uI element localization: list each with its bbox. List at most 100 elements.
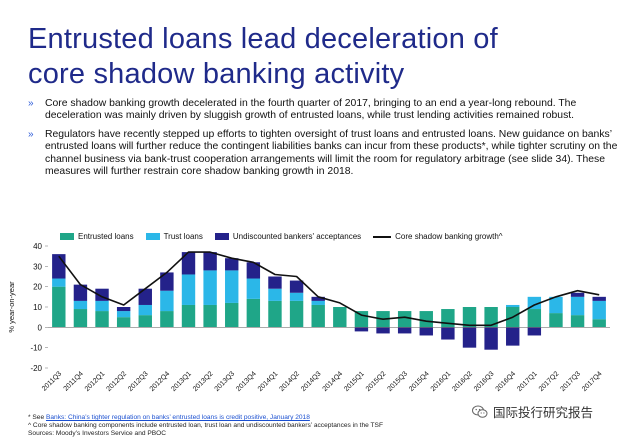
footnote-caret: ^ Core shadow banking components include…	[28, 422, 383, 429]
legend-entry-undiscounted: Undiscounted bankers' acceptances	[214, 232, 362, 241]
legend-entry-entrusted: Entrusted loans	[60, 232, 134, 241]
legend-swatch-trust	[145, 233, 160, 240]
bar-undiscounted-2011Q4	[73, 284, 88, 301]
bullet-item-2: » Regulators have recently stepped up ef…	[28, 129, 624, 179]
core-shadow-growth-line	[58, 251, 600, 327]
x-tick-label: 2015Q1	[343, 370, 366, 393]
watermark: 国际投行研究报告	[472, 402, 593, 421]
x-tick-label: 2012Q2	[105, 370, 128, 393]
bar-trust-2012Q2	[116, 311, 131, 318]
bar-undiscounted-2013Q3	[225, 258, 239, 271]
bar-entrusted-2015Q4	[419, 311, 433, 328]
legend-label-undiscounted: Undiscounted bankers' acceptances	[232, 232, 362, 241]
bar-entrusted-2016Q1	[441, 309, 455, 328]
bar-trust-2014Q3	[311, 300, 325, 305]
bullet-list: » Core shadow banking growth decelerated…	[28, 98, 624, 184]
bar-undiscounted-2015Q4	[419, 327, 433, 336]
bar-trust-2017Q4	[592, 300, 606, 320]
bar-entrusted-2014Q4	[333, 307, 347, 328]
bar-undiscounted-2013Q4	[246, 262, 261, 279]
x-tick-label: 2013Q4	[235, 370, 258, 393]
bullet-mark-icon: »	[28, 98, 34, 109]
bar-entrusted-2017Q3	[570, 315, 585, 328]
bar-trust-2013Q1	[181, 274, 196, 305]
x-tick-label: 2016Q3	[473, 370, 496, 393]
y-axis-label: % year-on-year	[7, 281, 16, 333]
legend-label-trust: Trust loans	[163, 232, 203, 241]
footnote-sources: Sources: Moody’s Investors Service and P…	[28, 430, 167, 437]
x-tick-label: 2014Q4	[322, 370, 345, 393]
x-tick-label: 2016Q1	[430, 370, 453, 393]
bar-entrusted-2013Q1	[181, 304, 196, 328]
x-tick-label: 2013Q2	[192, 370, 215, 393]
bar-undiscounted-2011Q3	[52, 254, 66, 279]
bar-undiscounted-2017Q1	[527, 327, 542, 336]
bar-entrusted-2013Q3	[225, 302, 239, 328]
bar-trust-2012Q4	[160, 290, 174, 312]
x-tick-label: 2011Q4	[63, 370, 85, 392]
bar-entrusted-2012Q3	[138, 315, 152, 328]
x-tick-label: 2015Q3	[386, 370, 409, 393]
watermark-text: 国际投行研究报告	[493, 406, 594, 420]
bullet-mark-icon: »	[28, 128, 34, 140]
bar-entrusted-2014Q2	[289, 300, 304, 328]
bar-trust-2016Q4	[506, 304, 520, 307]
y-tick-label: 40	[33, 242, 42, 251]
x-tick-label: 2011Q3	[41, 370, 63, 392]
bar-undiscounted-2016Q1	[441, 327, 455, 340]
bar-trust-2013Q3	[225, 270, 239, 303]
x-tick-label: 2017Q4	[581, 370, 604, 393]
bar-entrusted-2013Q4	[246, 298, 261, 328]
bar-undiscounted-2016Q2	[462, 327, 477, 348]
x-tick-label: 2013Q3	[214, 370, 237, 393]
bar-undiscounted-2013Q1	[181, 252, 196, 275]
bullet-text-2: Regulators have recently stepped up effo…	[45, 128, 618, 178]
footnote-star-prefix: * See	[28, 414, 46, 421]
bar-entrusted-2016Q2	[462, 307, 477, 328]
y-tick-label: 20	[33, 283, 42, 292]
bar-entrusted-2015Q3	[397, 311, 412, 328]
bar-undiscounted-2013Q2	[203, 252, 217, 271]
bar-undiscounted-2012Q2	[116, 307, 131, 312]
x-tick-label: 2012Q1	[84, 370, 107, 393]
footnote-star: * See Banks: China’s tighter regulation …	[28, 414, 310, 422]
x-tick-label: 2014Q1	[257, 370, 280, 393]
bar-entrusted-2017Q1	[527, 309, 542, 328]
x-tick-label: 2015Q2	[365, 370, 388, 393]
y-tick-label: -10	[30, 344, 42, 353]
bar-entrusted-2014Q3	[311, 304, 325, 328]
bullet-item-1: » Core shadow banking growth decelerated…	[28, 98, 624, 123]
bar-trust-2013Q2	[203, 270, 217, 305]
bar-entrusted-2017Q4	[592, 319, 606, 328]
bullet-text-1: Core shadow banking growth decelerated i…	[45, 98, 577, 122]
x-tick-label: 2014Q2	[278, 370, 301, 393]
slide-title: Entrusted loans lead deceleration of cor…	[28, 22, 628, 92]
x-tick-label: 2017Q2	[538, 370, 561, 393]
bar-entrusted-2011Q4	[73, 309, 88, 328]
x-tick-label: 2013Q1	[170, 370, 193, 393]
bar-trust-2014Q2	[289, 292, 304, 301]
bar-entrusted-2012Q4	[160, 311, 174, 328]
bar-undiscounted-2017Q3	[570, 292, 585, 297]
x-tick-label: 2017Q1	[516, 370, 539, 393]
bar-undiscounted-2016Q4	[506, 327, 520, 346]
bar-trust-2017Q2	[549, 296, 563, 314]
bar-entrusted-2013Q2	[203, 304, 217, 328]
wechat-icon	[472, 405, 488, 418]
bar-entrusted-2012Q1	[95, 311, 109, 328]
bar-entrusted-2012Q2	[116, 317, 131, 328]
y-tick-label: -20	[30, 364, 42, 373]
bar-undiscounted-2014Q2	[289, 280, 304, 293]
bar-entrusted-2014Q1	[268, 300, 282, 328]
bar-undiscounted-2016Q3	[484, 327, 498, 350]
y-tick-label: 30	[33, 262, 42, 271]
bar-undiscounted-2012Q3	[138, 288, 152, 305]
bar-trust-2011Q4	[73, 300, 88, 310]
footnote-link[interactable]: Banks: China’s tighter regulation on ban…	[45, 414, 310, 421]
bar-undiscounted-2015Q2	[376, 327, 390, 334]
slide-title-line-1: Entrusted loans lead deceleration of	[28, 23, 498, 55]
bar-trust-2013Q4	[246, 278, 261, 299]
bar-undiscounted-2015Q3	[397, 327, 412, 334]
x-tick-label: 2014Q3	[300, 370, 323, 393]
bar-undiscounted-2012Q4	[160, 272, 174, 291]
